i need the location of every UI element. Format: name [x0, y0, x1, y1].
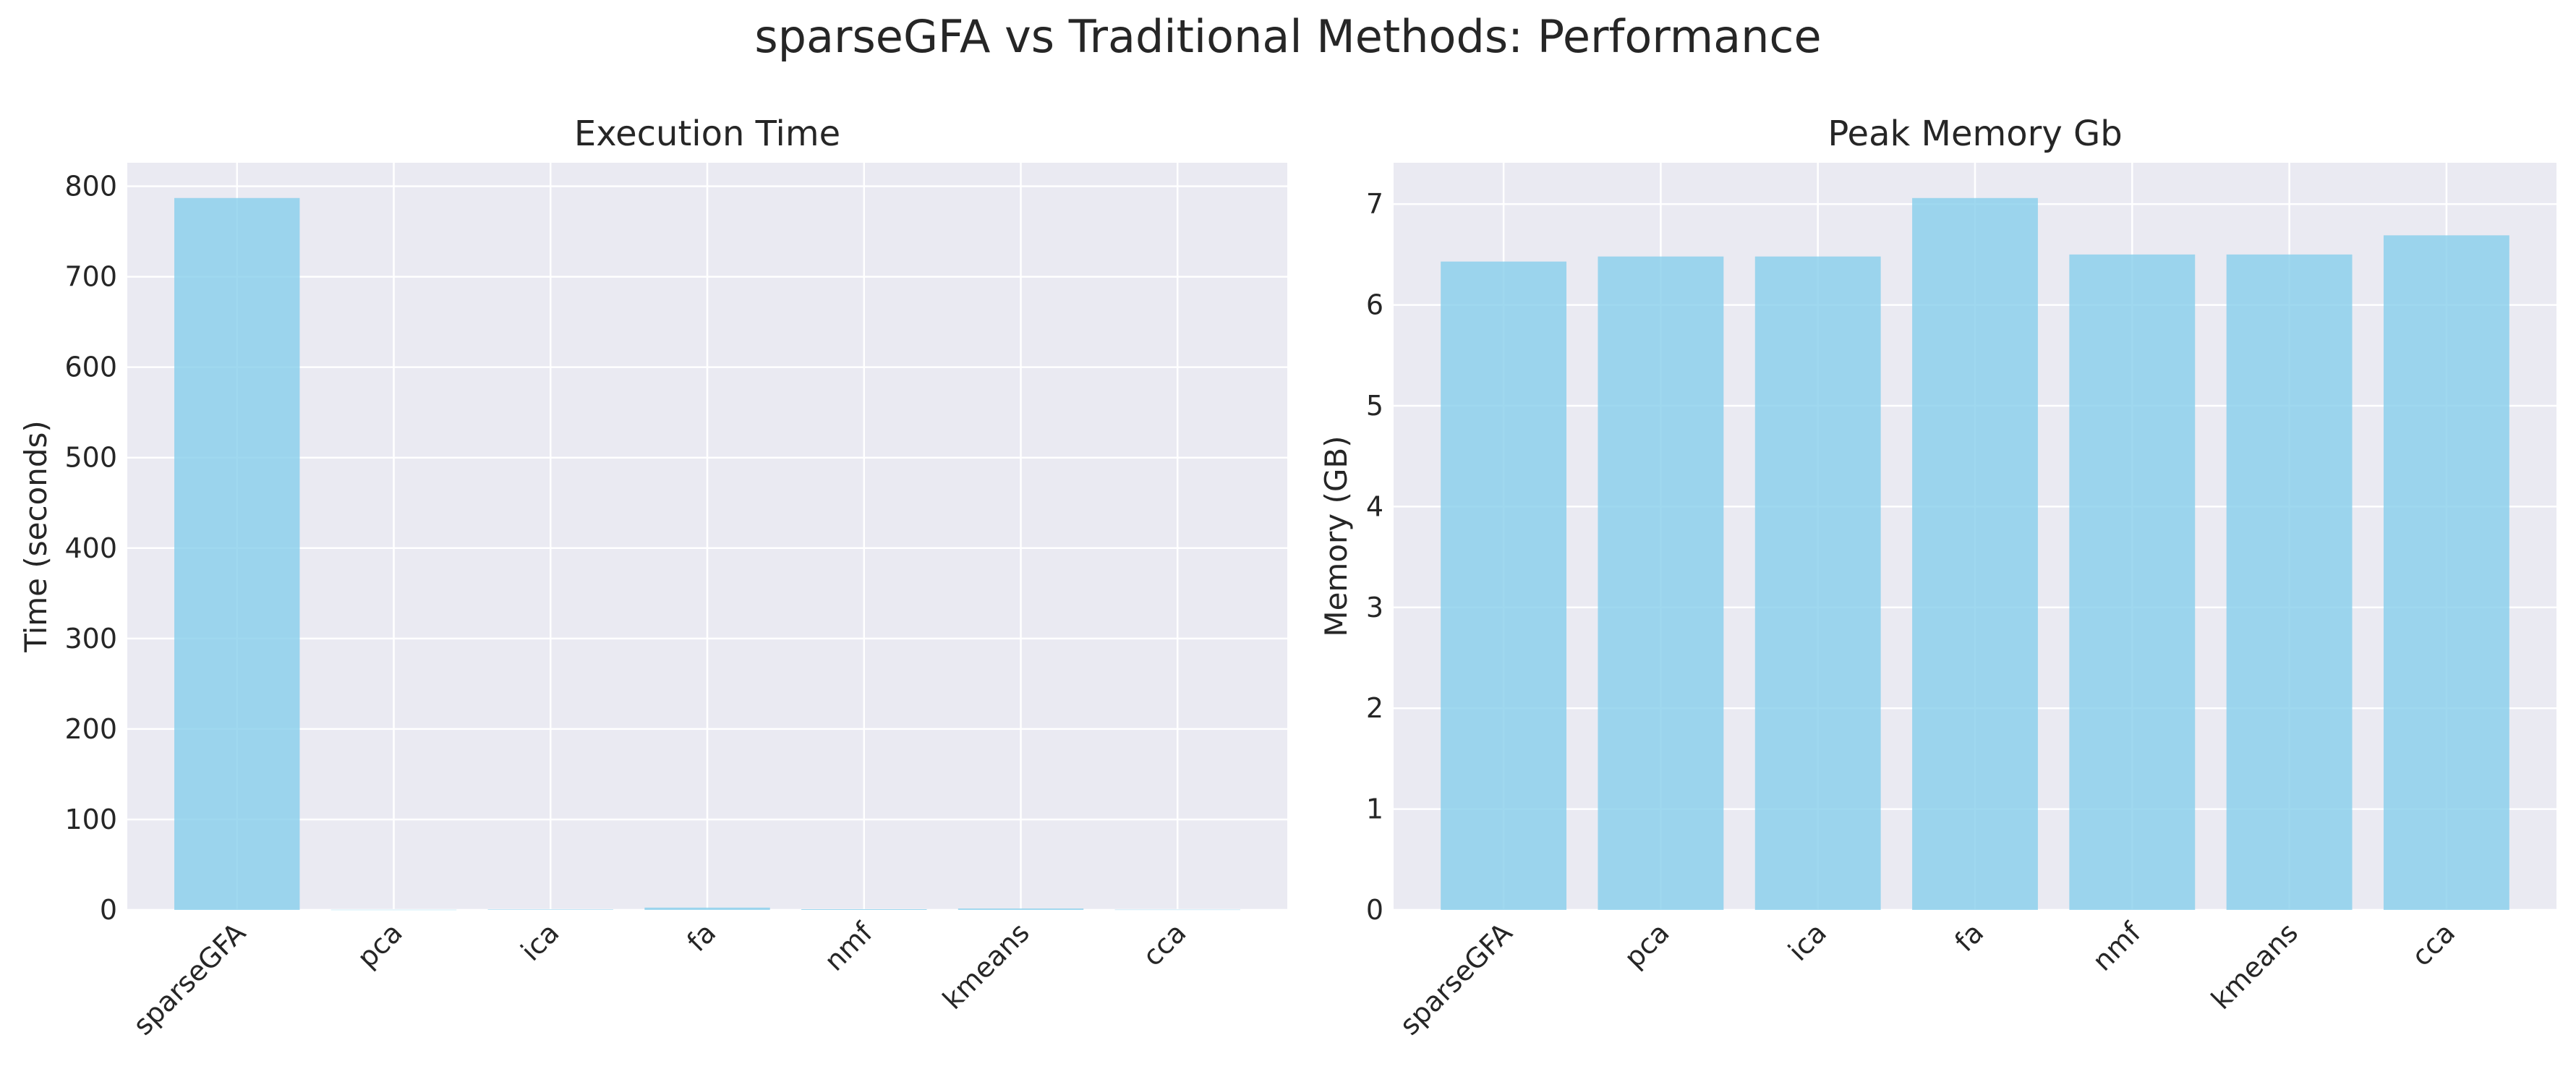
- y-tick-label: 600: [64, 352, 117, 383]
- y-tick-label: 3: [1366, 592, 1383, 623]
- bar-pca: [330, 909, 457, 911]
- y-tick-label: 1: [1366, 793, 1383, 825]
- y-tick-label: 300: [64, 623, 117, 655]
- bar-pca: [1598, 256, 1724, 910]
- bar-sparsegfa: [1441, 261, 1567, 911]
- y-tick-label: 400: [64, 532, 117, 564]
- y-tick-label: 0: [100, 894, 117, 926]
- y-tick-label: 2: [1366, 692, 1383, 724]
- y-tick-label: 6: [1366, 289, 1383, 321]
- bar-kmeans: [958, 908, 1084, 910]
- y-axis-label: Memory (GB): [1318, 435, 1354, 636]
- y-tick-label: 100: [64, 804, 117, 835]
- bar-ica: [1754, 256, 1881, 910]
- bar-fa: [644, 907, 770, 910]
- y-tick-label: 700: [64, 261, 117, 293]
- bar-cca: [2383, 235, 2509, 911]
- bar-cca: [1114, 909, 1240, 911]
- y-tick-label: 4: [1366, 490, 1383, 522]
- bar-fa: [1912, 197, 2038, 910]
- bar-ica: [487, 909, 613, 910]
- chart-title: Peak Memory Gb: [1827, 114, 2122, 154]
- y-axis-label: Time (seconds): [18, 420, 54, 653]
- bar-kmeans: [2226, 254, 2353, 911]
- y-tick-label: 5: [1366, 390, 1383, 422]
- bar-nmf: [801, 908, 927, 910]
- figure-title: sparseGFA vs Traditional Methods: Perfor…: [754, 10, 1821, 63]
- y-tick-label: 200: [64, 713, 117, 745]
- y-tick-label: 800: [64, 171, 117, 203]
- bar-nmf: [2069, 254, 2196, 911]
- chart-title: Execution Time: [574, 114, 840, 154]
- y-tick-label: 0: [1366, 894, 1383, 926]
- y-tick-label: 500: [64, 442, 117, 474]
- y-tick-label: 7: [1366, 188, 1383, 220]
- bar-sparsegfa: [174, 197, 300, 910]
